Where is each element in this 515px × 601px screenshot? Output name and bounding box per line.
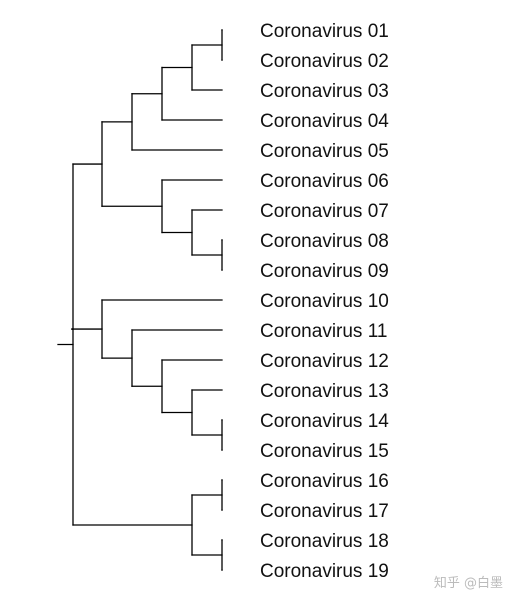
leaf-label: Coronavirus 03 [260, 81, 389, 102]
leaf-label: Coronavirus 08 [260, 231, 389, 252]
leaf-label: Coronavirus 09 [260, 261, 389, 282]
leaf-label: Coronavirus 01 [260, 21, 389, 42]
leaf-label: Coronavirus 15 [260, 441, 389, 462]
leaf-labels: Coronavirus 01 Coronavirus 02 Coronavirus … [260, 21, 389, 582]
leaf-label: Coronavirus 16 [260, 471, 389, 492]
watermark: 知乎 @白墨 [433, 576, 503, 591]
leaf-label: Coronavirus 07 [260, 201, 389, 222]
leaf-label: Coronavirus 17 [260, 501, 389, 522]
leaf-label: Coronavirus 02 [260, 51, 389, 72]
leaf-label: Coronavirus 05 [260, 141, 389, 162]
leaf-label: Coronavirus 11 [260, 321, 387, 342]
leaf-label: Coronavirus 19 [260, 561, 389, 582]
leaf-label: Coronavirus 10 [260, 291, 389, 312]
leaf-label: Coronavirus 14 [260, 411, 389, 432]
leaf-label: Coronavirus 04 [260, 111, 389, 132]
leaf-label: Coronavirus 12 [260, 351, 389, 372]
tree-branches [57, 29, 223, 571]
leaf-label: Coronavirus 06 [260, 171, 389, 192]
leaf-label: Coronavirus 13 [260, 381, 389, 402]
leaf-label: Coronavirus 18 [260, 531, 389, 552]
